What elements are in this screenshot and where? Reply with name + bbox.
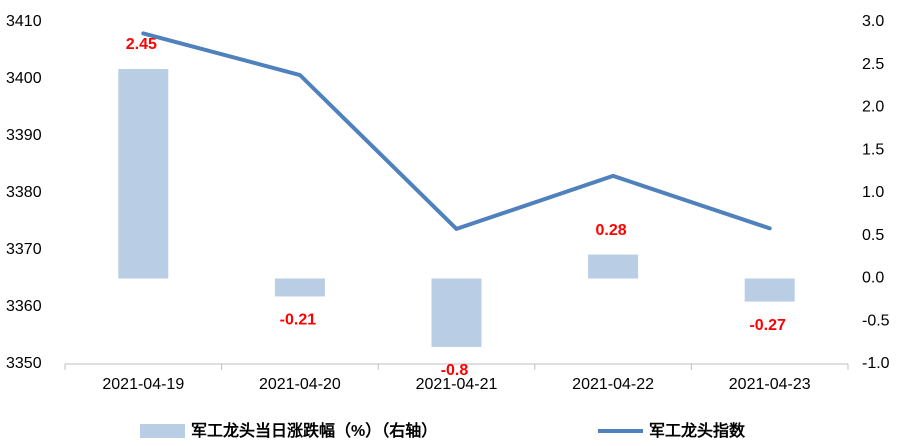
bar [431,278,482,347]
bar [744,278,795,302]
y2-tick-label: -1.0 [862,355,890,372]
y-tick-label: 3380 [6,184,42,201]
y-tick-label: 3400 [6,70,42,87]
y2-tick-label: 0.0 [862,270,884,287]
y-tick-label: 3390 [6,127,42,144]
y2-tick-label: 1.5 [862,141,884,158]
x-tick-label: 2021-04-22 [572,376,654,393]
legend-swatch [140,424,185,438]
y2-tick-label: -0.5 [862,312,890,329]
bar [588,254,639,279]
y2-tick-label: 2.5 [862,56,884,73]
value-label: -0.27 [749,317,786,334]
y-tick-label: 3360 [6,298,42,315]
y-tick-label: 3350 [6,355,42,372]
legend-label: 军工龙头指数 [649,421,746,440]
value-label: 2.45 [126,36,157,53]
bar [118,69,169,279]
y2-tick-label: 1.0 [862,184,884,201]
legend-label: 军工龙头当日涨跌幅（%）（右轴） [191,421,437,440]
y2-tick-label: 2.0 [862,99,884,116]
x-tick-label: 2021-04-19 [102,376,184,393]
y-tick-label: 3370 [6,241,42,258]
line [141,31,772,231]
value-label: -0.8 [441,362,469,379]
value-label: 0.28 [596,222,627,239]
y-tick-label: 3410 [6,13,42,30]
x-tick-label: 2021-04-23 [729,376,811,393]
y2-tick-label: 0.5 [862,227,884,244]
bar [274,278,325,297]
y2-tick-label: 3.0 [862,13,884,30]
x-tick-label: 2021-04-20 [259,376,341,393]
x-tick-label: 2021-04-21 [416,376,498,393]
value-label: -0.21 [280,312,317,329]
